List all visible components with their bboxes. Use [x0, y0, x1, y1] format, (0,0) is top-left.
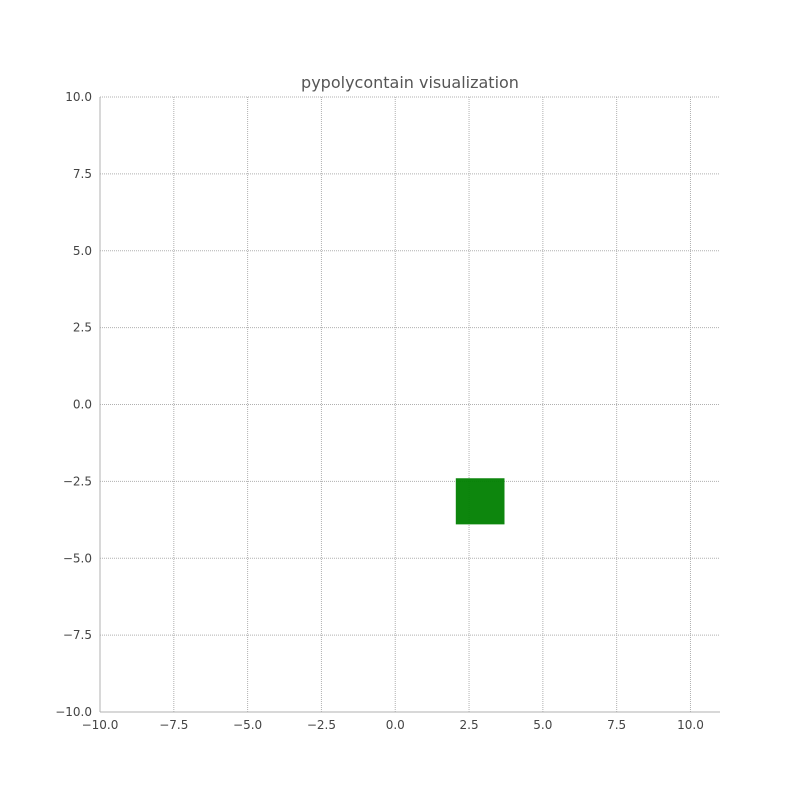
x-tick-label: 2.5 [460, 718, 479, 732]
y-tick-label: 10.0 [65, 90, 92, 104]
y-tick-label: −7.5 [63, 628, 92, 642]
x-tick-label: −2.5 [307, 718, 336, 732]
x-tick-label: −10.0 [82, 718, 119, 732]
x-tick-label: −5.0 [233, 718, 262, 732]
x-tick-label: 0.0 [386, 718, 405, 732]
x-tick-label: 10.0 [677, 718, 704, 732]
y-tick-label: −10.0 [55, 705, 92, 719]
x-tick-label: 7.5 [607, 718, 626, 732]
y-tick-label: −5.0 [63, 551, 92, 565]
x-tick-labels: −10.0 −7.5 −5.0 −2.5 0.0 2.5 5.0 7.5 10.0 [82, 718, 704, 732]
polygon-layer [455, 478, 505, 525]
axes [99, 97, 720, 713]
y-tick-label: 0.0 [73, 398, 92, 412]
y-tick-labels: 10.0 7.5 5.0 2.5 0.0 −2.5 −5.0 −7.5 −10.0 [55, 90, 92, 719]
y-tick-label: 2.5 [73, 321, 92, 335]
grid-lines [99, 96, 720, 713]
x-tick-label: −7.5 [159, 718, 188, 732]
x-tick-label: 5.0 [533, 718, 552, 732]
y-tick-label: −2.5 [63, 474, 92, 488]
y-tick-label: 5.0 [73, 244, 92, 258]
polygon-0 [455, 478, 505, 525]
chart-title: pypolycontain visualization [301, 73, 519, 92]
y-tick-label: 7.5 [73, 167, 92, 181]
